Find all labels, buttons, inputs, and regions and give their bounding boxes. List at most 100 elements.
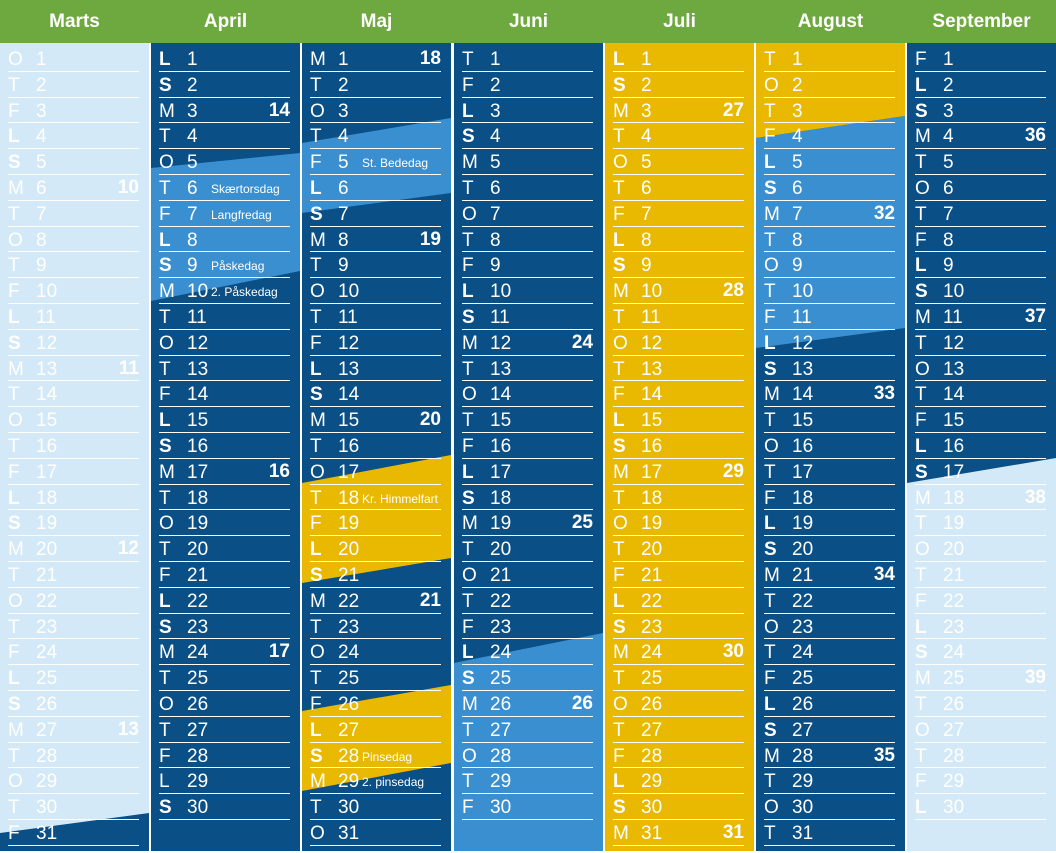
weekday-letter: F (764, 487, 776, 509)
day-number: 16 (490, 436, 512, 457)
weekday-letter: O (462, 203, 477, 225)
day-number: 10 (36, 281, 58, 303)
row-divider (310, 354, 441, 356)
day-row: L 17 (462, 459, 593, 485)
day-row: F 30 (462, 794, 593, 820)
week-number: 38 (1024, 486, 1046, 508)
day-number: 13 (943, 358, 965, 380)
day-number: 8 (187, 229, 198, 251)
day-number: 16 (792, 436, 814, 457)
weekday-letter: T (159, 668, 171, 690)
day-row: F 18 (764, 485, 895, 511)
row-divider (462, 354, 593, 356)
row-divider (310, 741, 441, 743)
day-number: 11 (36, 307, 56, 328)
day-row: S 26 (8, 691, 139, 717)
day-row: F 14 (613, 381, 744, 408)
row-divider (613, 70, 744, 72)
weekday-letter: T (8, 74, 20, 96)
row-divider (8, 328, 139, 330)
day-row: T 28 (8, 743, 139, 769)
weekday-letter: T (310, 74, 322, 96)
weekday-letter: T (462, 229, 474, 251)
day-number: 27 (338, 719, 360, 741)
day-row: T 17 (764, 459, 895, 485)
row-divider (462, 122, 593, 124)
week-number: 27 (722, 99, 744, 121)
row-divider (764, 664, 895, 666)
row-divider (8, 638, 139, 640)
weekday-letter: L (159, 49, 171, 70)
month-column-august: T 1 O 2 T 3 F 4 L 5 S 6 M 7 32 T 8 O 9 T 10 F 11 L 12 S 13 M 14 33 T 15… (756, 43, 905, 851)
day-row: T 29 (764, 768, 895, 795)
row-divider (764, 354, 895, 356)
row-divider (764, 483, 895, 485)
day-number: 13 (792, 358, 814, 380)
day-number: 2 (36, 74, 47, 96)
day-number: 15 (187, 410, 209, 432)
weekday-letter: S (764, 358, 777, 380)
weekday-letter: L (915, 436, 927, 457)
weekday-letter: L (613, 229, 625, 251)
row-divider (462, 251, 593, 253)
weekday-letter: O (613, 332, 628, 354)
weekday-letter: T (764, 823, 776, 844)
day-number: 28 (792, 745, 814, 767)
weekday-letter: S (462, 307, 475, 328)
weekday-letter: T (915, 694, 927, 715)
day-row: O 29 (8, 768, 139, 795)
row-divider (764, 251, 895, 253)
day-number: 9 (792, 255, 803, 277)
week-number: 10 (117, 177, 139, 198)
weekday-letter: F (8, 642, 20, 664)
row-divider (764, 122, 895, 124)
weekday-letter: F (8, 281, 20, 303)
day-row: M 24 30 (613, 639, 744, 666)
week-number: 16 (268, 460, 290, 482)
day-number: 1 (641, 49, 652, 70)
row-divider (159, 664, 290, 666)
row-divider (159, 483, 290, 485)
day-number: 25 (641, 668, 663, 690)
weekday-letter: L (8, 487, 20, 509)
row-divider (613, 793, 744, 795)
day-number: 27 (36, 719, 58, 741)
row-divider (915, 148, 1046, 150)
weekday-letter: T (764, 100, 776, 122)
weekday-letter: T (613, 719, 625, 741)
day-row: L 20 (310, 536, 441, 562)
weekday-letter: T (613, 178, 625, 199)
day-number: 6 (36, 178, 47, 199)
day-number: 8 (338, 229, 349, 251)
holiday-name: Pinsedag (362, 749, 413, 764)
weekday-letter: T (613, 668, 625, 690)
weekday-letter: M (310, 49, 326, 70)
weekday-letter: L (159, 771, 170, 793)
month-name-marts: Marts (49, 11, 100, 32)
day-number: 19 (187, 513, 209, 535)
day-number: 7 (187, 203, 198, 225)
day-number: 20 (943, 539, 965, 561)
week-number: 12 (117, 538, 139, 560)
row-divider (613, 173, 744, 175)
day-number: 26 (792, 694, 814, 715)
row-divider (613, 689, 744, 691)
row-divider (310, 199, 441, 201)
month-column-september: F 1 L 2 S 3 M 4 36 T 5 O 6 T 7 F 8 L 9 S 10 M 11 37 T 12 O 13 T 14 F 15… (907, 43, 1056, 851)
day-number: 3 (490, 100, 501, 122)
weekday-letter: L (462, 281, 474, 303)
holiday-band-layer (0, 813, 149, 851)
row-divider (915, 431, 1046, 433)
holiday-band-layer (302, 118, 451, 791)
day-number: 22 (943, 590, 965, 612)
day-row: F 14 (159, 381, 290, 408)
weekday-letter: M (613, 642, 629, 664)
week-number: 31 (722, 822, 744, 843)
weekday-letter: T (462, 410, 474, 432)
day-number: 27 (641, 719, 663, 741)
